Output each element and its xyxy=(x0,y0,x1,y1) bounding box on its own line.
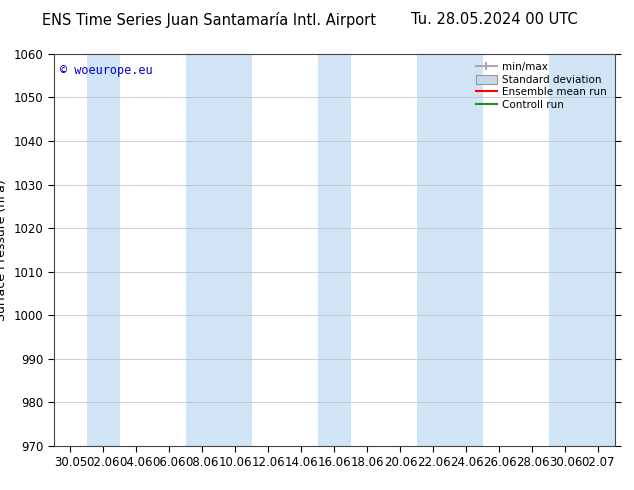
Text: ENS Time Series Juan Santamaría Intl. Airport: ENS Time Series Juan Santamaría Intl. Ai… xyxy=(42,12,376,28)
Bar xyxy=(450,54,483,446)
Text: Tu. 28.05.2024 00 UTC: Tu. 28.05.2024 00 UTC xyxy=(411,12,578,27)
Bar xyxy=(219,54,252,446)
Bar xyxy=(87,54,120,446)
Y-axis label: Surface Pressure (hPa): Surface Pressure (hPa) xyxy=(0,179,8,321)
Bar xyxy=(417,54,450,446)
Bar xyxy=(318,54,351,446)
Bar xyxy=(186,54,219,446)
Legend: min/max, Standard deviation, Ensemble mean run, Controll run: min/max, Standard deviation, Ensemble me… xyxy=(473,59,610,113)
Bar xyxy=(582,54,615,446)
Text: © woeurope.eu: © woeurope.eu xyxy=(60,64,152,77)
Bar xyxy=(549,54,582,446)
